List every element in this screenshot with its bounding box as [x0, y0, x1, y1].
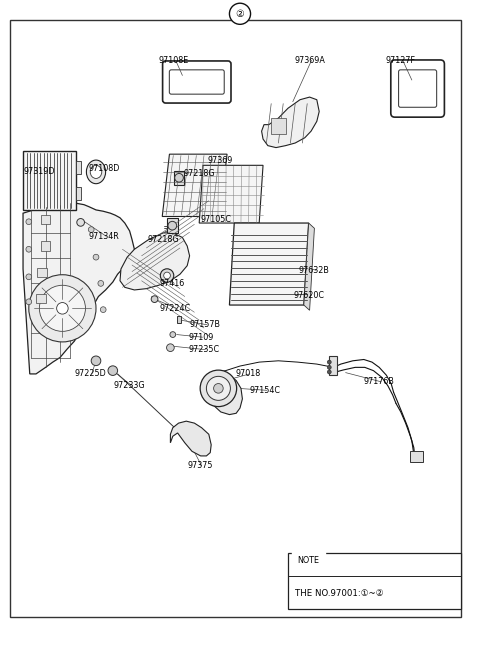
Text: 97369: 97369	[207, 156, 233, 165]
Text: ②: ②	[236, 9, 244, 19]
Circle shape	[175, 173, 183, 182]
Circle shape	[206, 377, 230, 400]
Circle shape	[29, 275, 96, 342]
Text: 97319D: 97319D	[23, 167, 55, 176]
Text: THE NO.97001:①~②: THE NO.97001:①~②	[295, 588, 384, 598]
Text: 97235C: 97235C	[188, 345, 219, 354]
Bar	[36, 294, 46, 303]
Text: 97218G: 97218G	[183, 169, 215, 178]
Bar	[76, 187, 81, 200]
Text: 97154C: 97154C	[250, 386, 281, 395]
Circle shape	[108, 366, 118, 375]
Circle shape	[98, 281, 104, 286]
Bar	[174, 171, 184, 185]
Circle shape	[170, 332, 176, 337]
Circle shape	[88, 227, 94, 232]
Circle shape	[327, 370, 331, 374]
Circle shape	[39, 285, 85, 331]
Circle shape	[160, 269, 174, 282]
Text: 97375: 97375	[187, 461, 213, 470]
Polygon shape	[202, 373, 242, 415]
Text: 97134R: 97134R	[89, 232, 120, 241]
Ellipse shape	[86, 160, 106, 184]
Circle shape	[200, 370, 237, 407]
Bar	[41, 241, 50, 251]
Circle shape	[214, 384, 223, 393]
Bar	[23, 151, 76, 210]
Circle shape	[229, 3, 251, 24]
Circle shape	[93, 255, 99, 260]
Text: 97224C: 97224C	[159, 304, 191, 313]
Text: 97108D: 97108D	[89, 164, 120, 173]
Bar	[410, 451, 423, 462]
Circle shape	[26, 274, 32, 279]
Bar	[41, 215, 50, 224]
Polygon shape	[229, 223, 309, 305]
Text: 97416: 97416	[160, 279, 185, 288]
Circle shape	[100, 307, 106, 312]
Text: 97620C: 97620C	[294, 291, 325, 300]
Polygon shape	[162, 154, 227, 216]
Text: 97127F: 97127F	[385, 56, 415, 65]
Circle shape	[151, 296, 158, 302]
Bar	[76, 161, 81, 174]
Text: 97218G: 97218G	[148, 235, 180, 244]
Circle shape	[57, 302, 68, 314]
Text: 97369A: 97369A	[294, 56, 325, 65]
Circle shape	[26, 247, 32, 252]
Bar	[167, 218, 178, 233]
Circle shape	[164, 272, 170, 279]
Circle shape	[26, 299, 32, 304]
Bar	[288, 553, 461, 609]
Circle shape	[168, 221, 177, 230]
Text: 97632B: 97632B	[299, 266, 329, 275]
Text: 97157B: 97157B	[190, 320, 221, 329]
Bar	[329, 356, 337, 375]
Polygon shape	[120, 233, 190, 290]
Bar	[271, 118, 286, 134]
Text: NOTE: NOTE	[298, 556, 320, 565]
Text: 97225D: 97225D	[74, 369, 106, 379]
Circle shape	[26, 219, 32, 224]
Polygon shape	[304, 223, 314, 310]
Text: 97018: 97018	[235, 369, 261, 379]
Polygon shape	[199, 165, 263, 223]
Circle shape	[167, 344, 174, 352]
Text: 97233G: 97233G	[114, 380, 145, 390]
Circle shape	[327, 360, 331, 364]
Polygon shape	[262, 97, 319, 148]
Bar	[37, 268, 47, 277]
Text: 97109: 97109	[188, 333, 214, 342]
Text: 97176B: 97176B	[364, 377, 395, 386]
Text: 97105C: 97105C	[201, 215, 232, 224]
Circle shape	[91, 356, 101, 365]
Polygon shape	[23, 197, 134, 374]
Polygon shape	[170, 421, 211, 456]
Ellipse shape	[90, 165, 102, 178]
Text: 97108E: 97108E	[158, 56, 189, 65]
Circle shape	[327, 365, 331, 369]
Bar	[177, 316, 181, 323]
Circle shape	[77, 218, 84, 226]
